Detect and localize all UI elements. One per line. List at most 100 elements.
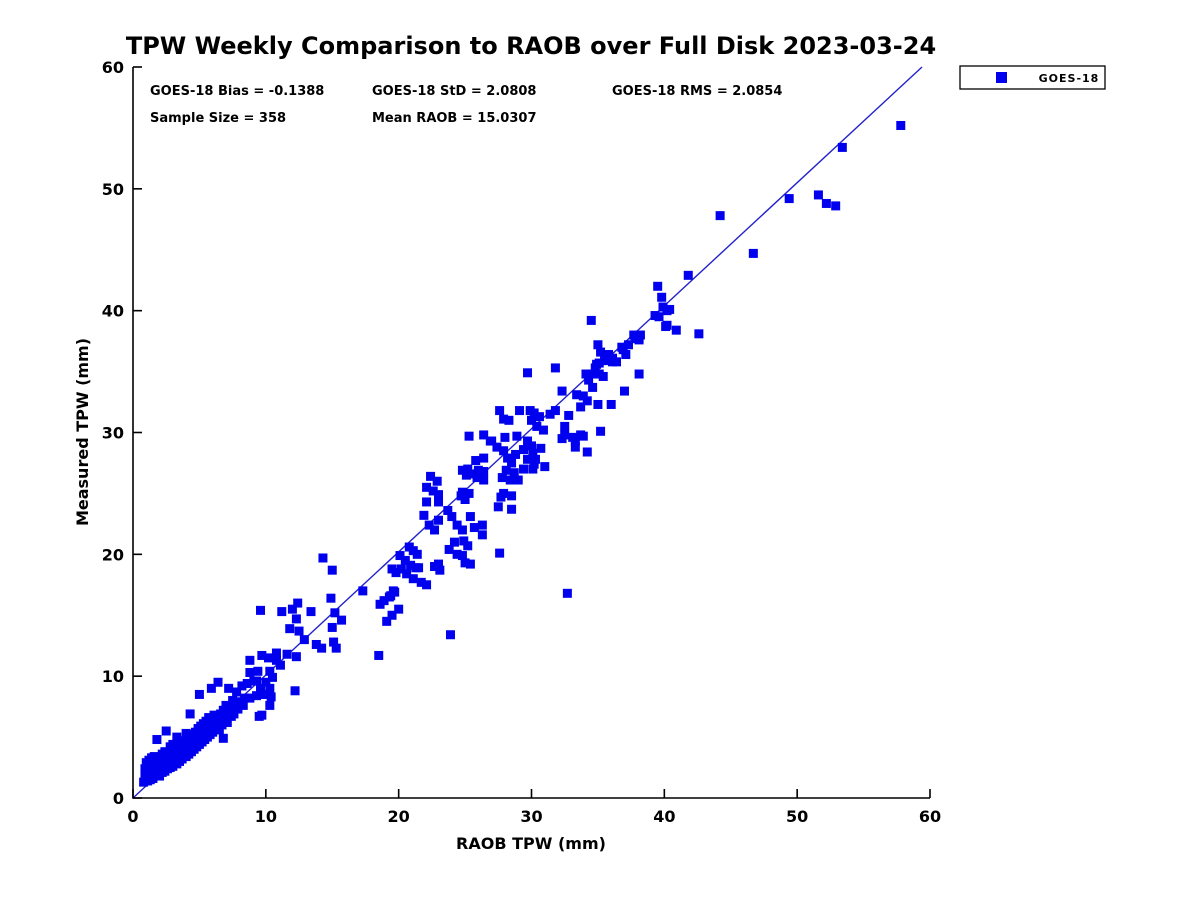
scatter-point — [612, 357, 622, 367]
scatter-point — [570, 442, 580, 452]
scatter-point — [896, 120, 906, 130]
scatter-point — [434, 515, 444, 525]
scatter-point — [275, 660, 285, 670]
axis-ticks — [132, 66, 931, 799]
scatter-point — [327, 565, 337, 575]
stat-std: GOES-18 StD = 2.0808 — [372, 84, 536, 99]
scatter-point — [419, 510, 429, 520]
scatter-point — [479, 453, 489, 463]
scatter-point — [683, 270, 693, 280]
y-tick-label: 40 — [102, 302, 124, 321]
scatter-point — [464, 431, 474, 441]
y-tick-label: 10 — [102, 667, 124, 686]
scatter-point — [497, 473, 507, 483]
y-tick-label: 0 — [113, 789, 124, 808]
scatter-point — [213, 677, 223, 687]
scatter-point — [390, 587, 400, 597]
scatter-point — [499, 488, 509, 498]
scatter-point — [593, 399, 603, 409]
stat-sample-size: Sample Size = 358 — [150, 111, 286, 126]
scatter-point — [245, 655, 255, 665]
scatter-point — [291, 614, 301, 624]
scatter-point — [596, 347, 606, 357]
scatter-point — [432, 476, 442, 486]
scatter-point — [402, 569, 412, 579]
scatter-point — [463, 464, 473, 474]
scatter-point — [582, 447, 592, 457]
scatter-point — [459, 536, 469, 546]
scatter-point — [606, 399, 616, 409]
scatter-point — [469, 523, 479, 533]
scatter-point — [545, 409, 555, 419]
scatter-point — [391, 568, 401, 578]
scatter-point — [406, 560, 416, 570]
scatter-point — [507, 491, 517, 501]
scatter-point — [748, 248, 758, 258]
scatter-point — [560, 421, 570, 431]
scatter-point — [387, 610, 397, 620]
scatter-point — [511, 449, 521, 459]
scatter-point — [657, 292, 667, 302]
scatter-point — [214, 725, 224, 735]
scatter-point — [428, 486, 438, 496]
scatter-point — [253, 666, 263, 676]
scatter-point — [523, 436, 533, 446]
scatter-point — [584, 375, 594, 385]
scatter-point — [256, 605, 266, 615]
scatter-point — [654, 312, 664, 322]
scatter-point — [507, 504, 517, 514]
scatter-point — [464, 488, 474, 498]
fit-line — [132, 66, 923, 799]
scatter-point — [550, 406, 560, 416]
scatter-point — [471, 456, 481, 466]
scatter-point — [252, 691, 262, 701]
scatter-point — [532, 421, 542, 431]
scatter-point — [287, 604, 297, 614]
scatter-point — [252, 676, 262, 686]
scatter-point — [460, 558, 470, 568]
scatter-point — [662, 320, 672, 330]
scatter-point — [509, 468, 519, 478]
scatter-point — [694, 329, 704, 339]
x-tick-label: 10 — [255, 807, 277, 826]
x-tick-label: 40 — [653, 807, 675, 826]
scatter-point — [327, 622, 337, 632]
scatter-point — [422, 580, 432, 590]
x-axis-label: RAOB TPW (mm) — [456, 834, 606, 853]
scatter-point — [317, 643, 327, 653]
scatter-point — [245, 668, 255, 678]
legend: GOES-18 — [959, 65, 1106, 90]
scatter-point — [277, 607, 287, 617]
scatter-point — [582, 396, 592, 406]
scatter-point — [266, 692, 276, 702]
scatter-point — [374, 650, 384, 660]
scatter-point — [578, 431, 588, 441]
scatter-point — [245, 693, 255, 703]
scatter-point — [394, 604, 404, 614]
scatter-point — [400, 555, 410, 565]
scatter-point — [218, 733, 228, 743]
scatter-point — [635, 330, 645, 340]
scatter-point — [265, 683, 275, 693]
scatter-point — [529, 459, 539, 469]
scatter-point — [500, 432, 510, 442]
scatter-point — [426, 471, 436, 481]
scatter-point — [260, 689, 270, 699]
scatter-point — [379, 596, 389, 606]
scatter-point — [256, 683, 266, 693]
scatter-point — [527, 415, 536, 425]
scatter-point — [242, 678, 252, 688]
scatter-point — [434, 559, 444, 569]
scatter-point — [562, 588, 572, 598]
scatter-point — [465, 469, 475, 479]
scatter-point — [263, 653, 273, 663]
chart-title: TPW Weekly Comparison to RAOB over Full … — [126, 32, 936, 60]
scatter-point — [499, 446, 509, 456]
scatter-point — [285, 624, 295, 634]
scatter-point — [460, 495, 470, 505]
x-tick-label: 20 — [388, 807, 410, 826]
scatter-point — [619, 386, 629, 396]
scatter-point — [261, 677, 271, 687]
scatter-point — [671, 325, 681, 335]
